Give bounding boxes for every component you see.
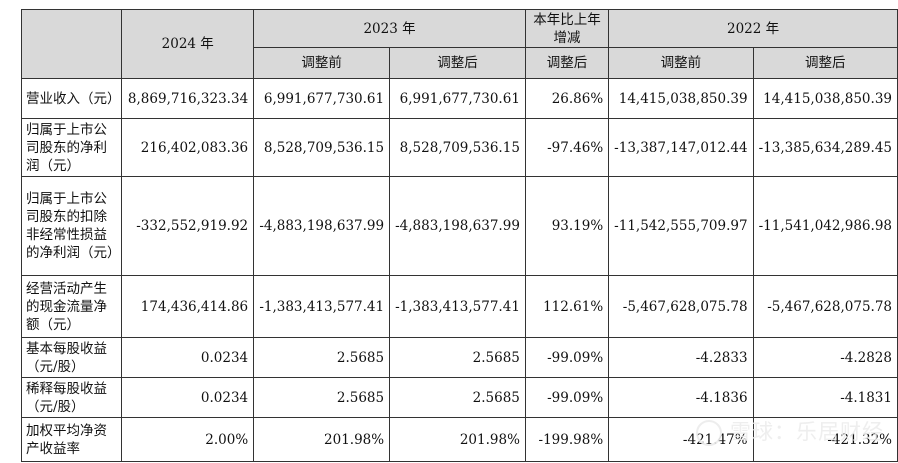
cell-2022-before: 14,415,038,850.39	[608, 78, 754, 119]
cell-2024: 216,402,083.36	[121, 118, 255, 177]
cell-2022-before: -5,467,628,075.78	[608, 275, 754, 338]
cell-yoy: -199.98%	[524, 417, 610, 462]
row-label: 基本每股收益（元/股）	[20, 337, 123, 378]
table-row: 稀释每股收益（元/股） 0.0234 2.5685 2.5685 -99.09%…	[20, 377, 898, 418]
cell-2024: 0.0234	[121, 377, 255, 418]
cell-yoy: -99.09%	[524, 337, 610, 378]
cell-2022-after: -421.32%	[752, 417, 898, 462]
cell-2023-before: 6,991,677,730.61	[253, 78, 391, 119]
table-row: 基本每股收益（元/股） 0.0234 2.5685 2.5685 -99.09%…	[20, 337, 898, 378]
header-row-sub: 调整前 调整后 调整后 调整前 调整后	[22, 47, 898, 79]
cell-2023-after: 2.5685	[389, 377, 526, 418]
table-row: 归属于上市公司股东的扣除非经常性损益的净利润（元） -332,552,919.9…	[20, 176, 898, 276]
row-label: 营业收入（元）	[20, 78, 123, 119]
cell-2022-before: -421.47%	[608, 417, 754, 462]
cell-2024: 174,436,414.86	[121, 275, 255, 338]
cell-yoy: -97.46%	[524, 118, 610, 177]
cell-yoy: 26.86%	[524, 78, 610, 119]
header-2023-after: 调整后	[389, 47, 526, 79]
cell-2024: -332,552,919.92	[121, 176, 255, 276]
watermark-text: 雪球：乐居财经	[730, 420, 884, 444]
row-label: 归属于上市公司股东的扣除非经常性损益的净利润（元）	[20, 176, 123, 276]
table-row: 营业收入（元） 8,869,716,323.34 6,991,677,730.6…	[20, 78, 898, 119]
header-yoy: 本年比上年增减	[524, 9, 610, 48]
cell-2023-after: -1,383,413,577.41	[389, 275, 526, 338]
cell-yoy: 93.19%	[524, 176, 610, 276]
cell-2023-before: 8,528,709,536.15	[253, 118, 391, 177]
cell-2022-after: -4.2828	[752, 337, 898, 378]
cell-2023-before: -4,883,198,637.99	[253, 176, 391, 276]
header-2022-after: 调整后	[752, 47, 898, 79]
header-2023-before: 调整前	[253, 47, 391, 79]
header-2022: 2022 年	[608, 9, 898, 48]
cell-2022-before: -11,542,555,709.97	[608, 176, 754, 276]
cell-2023-after: -4,883,198,637.99	[389, 176, 526, 276]
table-row: 经营活动产生的现金流量净额（元） 174,436,414.86 -1,383,4…	[20, 275, 898, 338]
cell-2024: 8,869,716,323.34	[121, 78, 255, 119]
header-2023: 2023 年	[253, 9, 526, 48]
row-label: 经营活动产生的现金流量净额（元）	[20, 275, 123, 338]
cell-2023-before: 201.98%	[253, 417, 391, 462]
header-row-top: 2024 年 2023 年 本年比上年增减 2022 年	[20, 9, 898, 79]
header-blank-cell	[20, 9, 123, 79]
header-2024: 2024 年	[121, 9, 255, 79]
cell-2022-before: -4.1836	[608, 377, 754, 418]
watermark: 雪球：乐居财经	[696, 416, 884, 446]
cell-2022-before: -13,387,147,012.44	[608, 118, 754, 177]
cell-2023-before: 2.5685	[253, 337, 391, 378]
cell-yoy: 112.61%	[524, 275, 610, 338]
cell-2023-after: 8,528,709,536.15	[389, 118, 526, 177]
row-label: 归属于上市公司股东的净利润（元）	[20, 118, 123, 177]
cell-2022-after: -5,467,628,075.78	[752, 275, 898, 338]
cell-2023-after: 6,991,677,730.61	[389, 78, 526, 119]
cell-2024: 2.00%	[121, 417, 255, 462]
cell-2022-after: -13,385,634,289.45	[752, 118, 898, 177]
cell-2022-after: -4.1831	[752, 377, 898, 418]
row-label: 加权平均净资产收益率	[20, 417, 123, 462]
cell-2023-before: -1,383,413,577.41	[253, 275, 391, 338]
cell-2023-before: 2.5685	[253, 377, 391, 418]
financial-summary-table: 2024 年 2023 年 本年比上年增减 2022 年 调整前 调整后 调整后…	[20, 9, 898, 462]
cell-2022-after: 14,415,038,850.39	[752, 78, 898, 119]
cell-yoy: -99.09%	[524, 377, 610, 418]
cell-2024: 0.0234	[121, 337, 255, 378]
cell-2022-after: -11,541,042,986.98	[752, 176, 898, 276]
row-label: 稀释每股收益（元/股）	[20, 377, 123, 418]
header-2022-before: 调整前	[608, 47, 754, 79]
table-row: 加权平均净资产收益率 2.00% 201.98% 201.98% -199.98…	[20, 417, 898, 462]
table-row: 归属于上市公司股东的净利润（元） 216,402,083.36 8,528,70…	[20, 118, 898, 177]
snowball-logo-icon	[696, 420, 722, 446]
cell-2023-after: 2.5685	[389, 337, 526, 378]
cell-2022-before: -4.2833	[608, 337, 754, 378]
header-yoy-after: 调整后	[524, 47, 610, 79]
cell-2023-after: 201.98%	[389, 417, 526, 462]
